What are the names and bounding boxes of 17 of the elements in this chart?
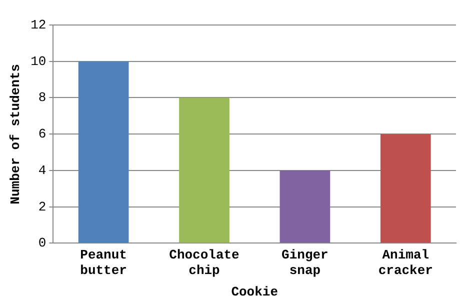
bar [179,98,230,243]
y-tick-label: 4 [38,162,46,178]
y-tick-label: 2 [38,199,46,214]
x-tick-label: Chocolate chip [169,247,240,278]
x-axis-title: Cookie [231,284,278,300]
x-tick-label: Ginger snap [282,247,328,278]
x-tick-label: Animal cracker [378,247,433,278]
y-tick-label: 8 [38,90,46,106]
y-tick-label: 12 [30,17,46,32]
y-tick-label: 6 [38,126,46,142]
x-tick-label: Peanut butter [80,247,127,278]
bar [78,61,129,243]
y-axis-title: Number of students [8,64,24,204]
y-tick-label: 0 [38,236,46,251]
bar [280,170,330,243]
y-tick-label: 10 [30,54,46,69]
bar [380,134,431,243]
